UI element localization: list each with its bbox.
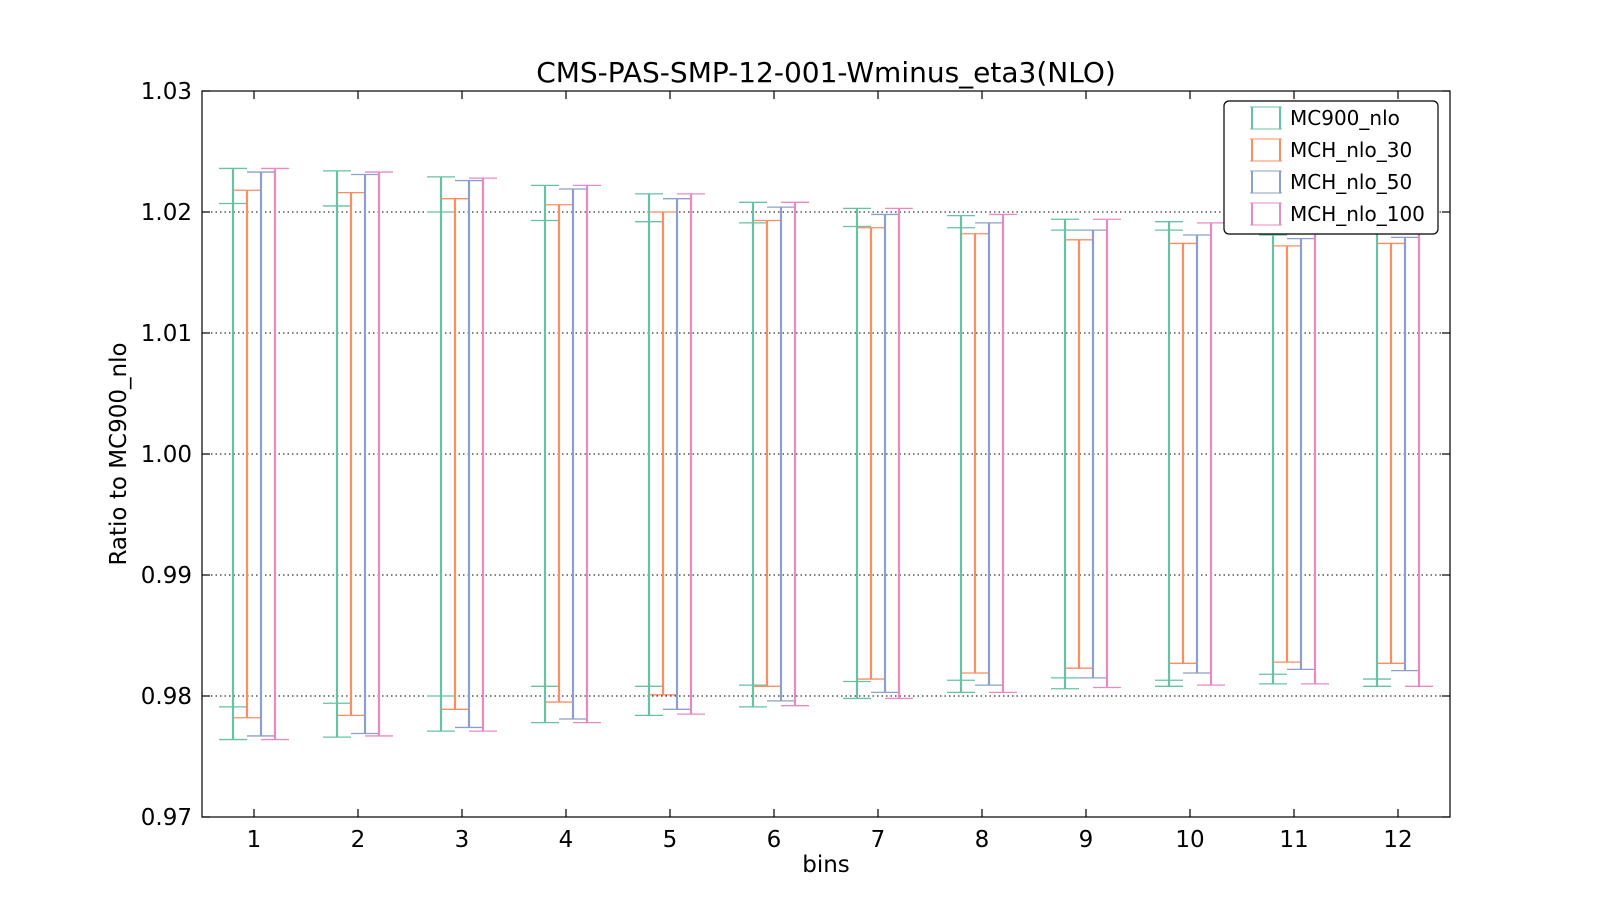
y-tick-label: 1.00 bbox=[141, 442, 192, 468]
y-tick-label: 1.03 bbox=[141, 79, 192, 105]
series-MC900_nlo bbox=[219, 167, 1391, 741]
y-tick-label: 0.98 bbox=[141, 684, 192, 710]
legend-item: MCH_nlo_30 bbox=[1250, 138, 1412, 162]
x-tick-label: 9 bbox=[1079, 827, 1094, 853]
legend-label: MCH_nlo_50 bbox=[1290, 170, 1412, 194]
legend-item: MCH_nlo_50 bbox=[1250, 170, 1412, 194]
x-axis-label: bins bbox=[802, 852, 850, 878]
x-tick-label: 10 bbox=[1175, 827, 1204, 853]
x-tick-label: 5 bbox=[663, 827, 678, 853]
legend-box bbox=[1223, 100, 1439, 235]
legend-item: MCH_nlo_100 bbox=[1250, 202, 1425, 226]
legend-label: MC900_nlo bbox=[1290, 106, 1400, 130]
x-tick-label: 11 bbox=[1279, 827, 1308, 853]
x-tick-label: 7 bbox=[871, 827, 886, 853]
y-tick-label: 0.99 bbox=[141, 563, 192, 589]
error-bars bbox=[219, 167, 1433, 741]
series-MCH_nlo_100 bbox=[261, 167, 1433, 741]
x-tick-label: 12 bbox=[1383, 827, 1412, 853]
legend: MC900_nlo MCH_nlo_30 MCH_nlo_50 MCH_nlo_100 bbox=[1223, 100, 1439, 235]
axis-ticks: 0.970.980.991.001.011.021.031 2 3 4 5 6 7 8 9 10 1… bbox=[141, 79, 1450, 853]
legend-label: MCH_nlo_100 bbox=[1290, 202, 1425, 226]
y-tick-label: 1.02 bbox=[141, 200, 192, 226]
y-axis-label: Ratio to MC900_nlo bbox=[106, 342, 132, 565]
x-tick-label: 8 bbox=[975, 827, 990, 853]
x-tick-label: 1 bbox=[247, 827, 262, 853]
legend-item: MC900_nlo bbox=[1250, 106, 1400, 130]
x-tick-label: 6 bbox=[767, 827, 782, 853]
x-tick-label: 4 bbox=[559, 827, 574, 853]
x-tick-label: 3 bbox=[455, 827, 470, 853]
chart-title: CMS-PAS-SMP-12-001-Wminus_eta3(NLO) bbox=[536, 56, 1116, 89]
series-MCH_nlo_30 bbox=[233, 189, 1405, 719]
y-tick-label: 0.97 bbox=[141, 805, 192, 831]
series-MCH_nlo_50 bbox=[247, 171, 1419, 737]
x-tick-label: 2 bbox=[351, 827, 366, 853]
y-tick-label: 1.01 bbox=[141, 321, 192, 347]
grid-lines bbox=[202, 211, 1450, 697]
legend-label: MCH_nlo_30 bbox=[1290, 138, 1412, 162]
